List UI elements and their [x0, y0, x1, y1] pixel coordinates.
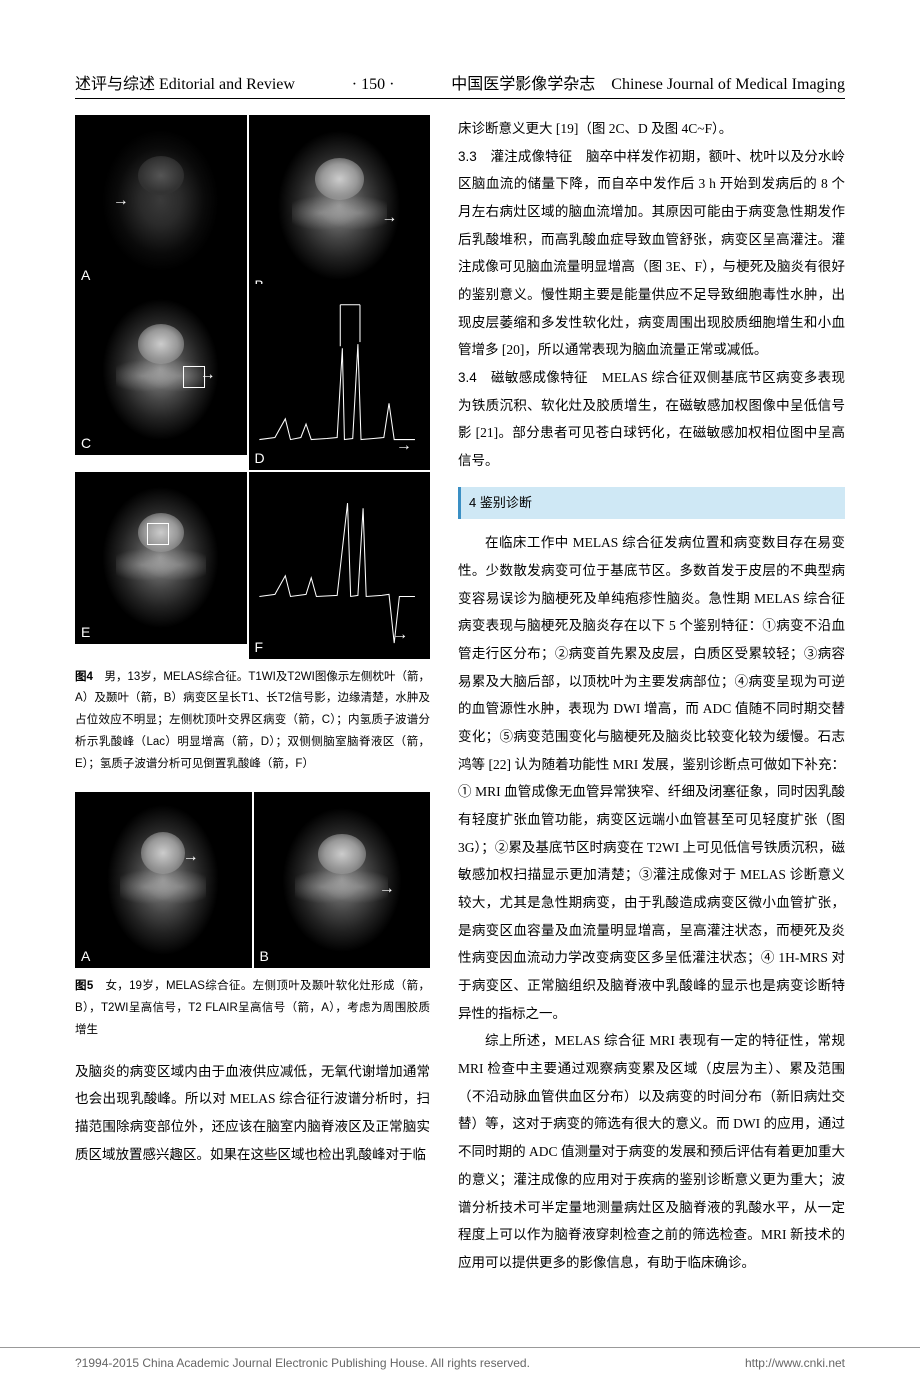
figure-5-caption: 图5 女，19岁，MELAS综合征。左侧顶叶及颞叶软化灶形成（箭，B），T2WI…: [75, 976, 430, 1042]
caption-head: 图4: [75, 671, 93, 683]
panel-label: F: [255, 639, 264, 655]
fig4-panel-e: E: [75, 472, 247, 644]
arrow-icon: →: [381, 209, 397, 227]
section-3-4: 3.4 磁敏感成像特征 MELAS 综合征双侧基底节区病变多表现为铁质沉积、软化…: [458, 364, 845, 475]
arrow-icon: →: [379, 880, 395, 898]
fig5-panel-b: → B: [254, 792, 431, 969]
brain-t2-image: [96, 487, 225, 628]
paragraph: 在临床工作中 MELAS 综合征发病位置和病变数目存在易变性。少数散发病变可位于…: [458, 529, 845, 1027]
fig4-panel-f-spectrum: → F: [249, 472, 431, 659]
paragraph: 综上所述，MELAS 综合征 MRI 表现有一定的特征性，常规 MRI 检查中主…: [458, 1027, 845, 1276]
paragraph: 及脑炎的病变区域内由于血液供应减低，无氧代谢增加通常也会出现乳酸峰。所以对 ME…: [75, 1058, 430, 1169]
fig4-panel-b: → B: [249, 115, 431, 297]
figure-4-caption: 图4 男，13岁，MELAS综合征。T1WI及T2WI图像示左侧枕叶（箭，A）及…: [75, 667, 430, 776]
arrow-icon: →: [183, 848, 199, 866]
panel-label: E: [81, 624, 90, 640]
fig4-panel-a: → A: [75, 115, 247, 287]
subsection-head: 3.4 磁敏感成像特征: [458, 370, 588, 385]
left-column: → A → B → C: [75, 115, 430, 1277]
panel-label: B: [260, 948, 269, 964]
page-header: 述评与综述 Editorial and Review · 150 · 中国医学影…: [75, 70, 845, 99]
section-4-heading: 4 鉴别诊断: [458, 487, 845, 520]
paragraph: 床诊断意义更大 [19]（图 2C、D 及图 4C~F）。: [458, 115, 845, 143]
figure-5-grid: → A → B: [75, 792, 430, 969]
footer-url: http://www.cnki.net: [745, 1356, 845, 1370]
roi-box: [147, 523, 169, 545]
panel-label: A: [81, 948, 90, 964]
arrow-icon: →: [396, 437, 412, 455]
arrow-icon: →: [113, 192, 129, 210]
section-3-3: 3.3 灌注成像特征 脑卒中样发作初期，额叶、枕叶以及分水岭区脑血流的储量下降，…: [458, 143, 845, 364]
footer-copyright: ?1994-2015 China Academic Journal Electr…: [75, 1356, 530, 1370]
page-footer: ?1994-2015 China Academic Journal Electr…: [0, 1347, 920, 1378]
two-column-content: → A → B → C: [75, 115, 845, 1277]
caption-body: 女，19岁，MELAS综合征。左侧顶叶及颞叶软化灶形成（箭，B），T2WI呈高信…: [75, 980, 430, 1036]
panel-label: C: [81, 435, 91, 451]
brain-t2-image: [271, 131, 407, 280]
right-column: 床诊断意义更大 [19]（图 2C、D 及图 4C~F）。 3.3 灌注成像特征…: [458, 115, 845, 1277]
brain-flair-coronal: [101, 805, 225, 955]
header-page-num: · 150 ·: [352, 76, 395, 94]
fig5-panel-a: → A: [75, 792, 252, 969]
arrow-icon: →: [392, 626, 408, 644]
fig4-panel-d-spectrum: → D: [249, 284, 431, 471]
page: 述评与综述 Editorial and Review · 150 · 中国医学影…: [0, 0, 920, 1317]
fig4-panel-c: → C: [75, 284, 247, 456]
figure-4-grid: → A → B → C: [75, 115, 430, 659]
header-left: 述评与综述 Editorial and Review: [75, 70, 295, 94]
caption-body: 男，13岁，MELAS综合征。T1WI及T2WI图像示左侧枕叶（箭，A）及颞叶（…: [75, 671, 430, 770]
subsection-body: 脑卒中样发作初期，额叶、枕叶以及分水岭区脑血流的储量下降，而自卒中发作后 3 h…: [458, 149, 845, 358]
subsection-head: 3.3 灌注成像特征: [458, 149, 572, 164]
caption-head: 图5: [75, 980, 93, 992]
roi-box: [183, 366, 205, 388]
left-body-text: 及脑炎的病变区域内由于血液供应减低，无氧代谢增加通常也会出现乳酸峰。所以对 ME…: [75, 1058, 430, 1169]
header-right: 中国医学影像学杂志 Chinese Journal of Medical Ima…: [451, 70, 845, 94]
panel-label: D: [255, 450, 265, 466]
panel-label: A: [81, 267, 90, 283]
